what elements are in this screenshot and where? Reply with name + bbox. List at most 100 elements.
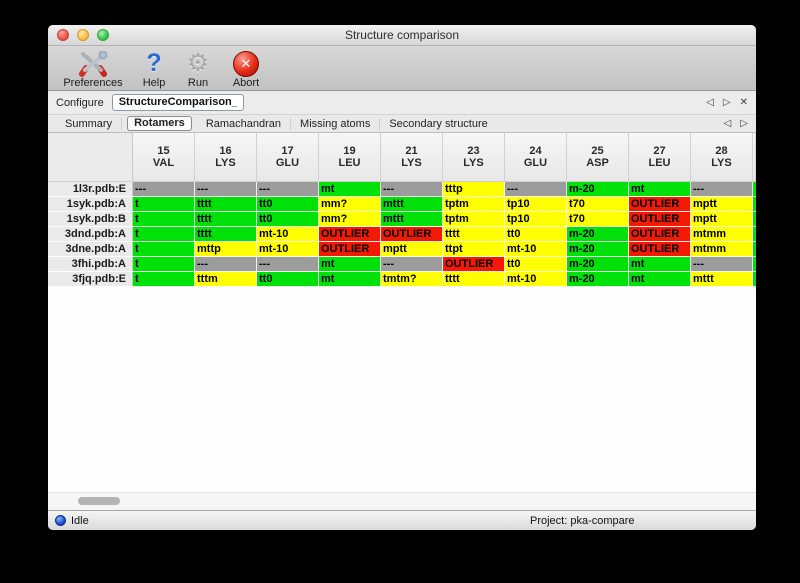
rotamer-cell[interactable]: --- [381, 257, 443, 272]
rotamer-cell[interactable]: t [133, 257, 195, 272]
zoom-window-button[interactable] [97, 29, 109, 41]
rotamer-cell[interactable]: t70 [567, 212, 629, 227]
rotamer-cell[interactable]: tttp [443, 182, 505, 197]
rotamer-cell[interactable]: mt [319, 257, 381, 272]
rotamer-cell[interactable]: mttp [195, 242, 257, 257]
preferences-button[interactable]: Preferences [54, 48, 132, 89]
rotamer-cell[interactable]: tttt [443, 227, 505, 242]
rotamer-cell[interactable]: t [133, 197, 195, 212]
rotamer-cell[interactable]: tttt [443, 272, 505, 287]
column-header-15-val: 15 VAL [133, 133, 195, 181]
rotamer-cell[interactable]: tmtm? [381, 272, 443, 287]
rotamer-cell[interactable]: tt0 [257, 197, 319, 212]
rotamer-cell[interactable]: mt [629, 272, 691, 287]
minimize-window-button[interactable] [77, 29, 89, 41]
rotamer-cell[interactable]: mt [629, 182, 691, 197]
rotamer-cell-partial [753, 257, 756, 272]
rotamer-cell[interactable]: mt-10 [257, 227, 319, 242]
rotamer-cell[interactable]: tptm [443, 212, 505, 227]
rotamer-cell[interactable]: t [133, 272, 195, 287]
rotamer-cell[interactable]: OUTLIER [381, 227, 443, 242]
rotamer-cell[interactable]: tttt [195, 212, 257, 227]
rotamer-cell[interactable]: tptm [443, 197, 505, 212]
rotamer-cell[interactable]: m-20 [567, 182, 629, 197]
rotamer-cell[interactable]: OUTLIER [629, 227, 691, 242]
rotamer-cell[interactable]: --- [195, 257, 257, 272]
title-bar[interactable]: Structure comparison [48, 25, 756, 46]
rotamer-cell[interactable]: OUTLIER [629, 242, 691, 257]
tab-summary[interactable]: Summary [56, 117, 123, 130]
abort-button[interactable]: ✕ Abort [220, 48, 272, 89]
rotamer-cell[interactable]: OUTLIER [319, 227, 381, 242]
help-button[interactable]: ? Help [132, 48, 176, 90]
rotamer-cell[interactable]: mttt [381, 197, 443, 212]
rotamer-cell[interactable]: m-20 [567, 227, 629, 242]
configuration-name-input[interactable] [111, 94, 244, 111]
rotamer-cell[interactable]: ttpt [443, 242, 505, 257]
tab-missing-atoms[interactable]: Missing atoms [291, 117, 381, 130]
rotamer-cell[interactable]: mtmm [691, 242, 753, 257]
close-config-icon[interactable]: ✕ [739, 97, 748, 108]
rotamer-cell[interactable]: t [133, 242, 195, 257]
horizontal-scrollbar[interactable] [48, 492, 756, 510]
rotamer-cell[interactable]: mt [629, 257, 691, 272]
prev-tab-arrow-icon[interactable]: ◁ [723, 118, 732, 129]
rotamer-cell[interactable]: mptt [381, 242, 443, 257]
rotamer-cell[interactable]: OUTLIER [443, 257, 505, 272]
rotamer-cell-partial [753, 212, 756, 227]
rotamer-cell-partial [753, 242, 756, 257]
rotamer-cell[interactable]: --- [257, 257, 319, 272]
rotamer-cell[interactable]: --- [691, 182, 753, 197]
rotamer-cell[interactable]: t [133, 212, 195, 227]
rotamer-cell[interactable]: OUTLIER [629, 212, 691, 227]
rotamer-cell[interactable]: mt-10 [257, 242, 319, 257]
rotamer-cell[interactable]: mm? [319, 212, 381, 227]
rotamer-cell[interactable]: tt0 [505, 227, 567, 242]
tab-ramachandran[interactable]: Ramachandran [197, 117, 292, 130]
rotamer-cell[interactable]: --- [691, 257, 753, 272]
rotamer-cell[interactable]: tttt [195, 197, 257, 212]
rotamer-cell[interactable]: OUTLIER [629, 197, 691, 212]
tab-bar: Summary Rotamers Ramachandran Missing at… [48, 115, 756, 133]
rotamer-cell[interactable]: mt-10 [505, 242, 567, 257]
rotamer-cell[interactable]: tt0 [257, 272, 319, 287]
rotamer-cell[interactable]: tp10 [505, 197, 567, 212]
rotamer-cell[interactable]: tt0 [505, 257, 567, 272]
rotamer-cell[interactable]: --- [133, 182, 195, 197]
rotamer-cell[interactable]: t [133, 227, 195, 242]
rotamer-cell[interactable]: mt [319, 272, 381, 287]
rotamer-cell[interactable]: --- [505, 182, 567, 197]
horizontal-scrollbar-thumb[interactable] [78, 497, 120, 505]
rotamer-cell[interactable]: mttt [691, 272, 753, 287]
project-label: Project: pka-compare [530, 514, 635, 527]
table-row: 3dnd.pdb:A t tttt mt-10 OUTLIER OUTLIER tttt tt… [48, 227, 756, 242]
rotamer-cell[interactable]: mt-10 [505, 272, 567, 287]
close-window-button[interactable] [57, 29, 69, 41]
rotamer-cell[interactable]: m-20 [567, 257, 629, 272]
next-config-arrow-icon[interactable]: ▷ [722, 97, 731, 108]
rotamer-cell[interactable]: OUTLIER [319, 242, 381, 257]
rotamer-cell[interactable]: --- [195, 182, 257, 197]
rotamer-cell[interactable]: tt0 [257, 212, 319, 227]
rotamer-cell[interactable]: mm? [319, 197, 381, 212]
rotamer-cell[interactable]: mt [319, 182, 381, 197]
rotamer-cell[interactable]: mtmm [691, 227, 753, 242]
rotamer-cell[interactable]: m-20 [567, 242, 629, 257]
rotamer-cell[interactable]: mptt [691, 197, 753, 212]
status-indicator-icon [55, 515, 66, 526]
abort-label: Abort [232, 77, 260, 89]
rotamer-cell[interactable]: tttt [195, 227, 257, 242]
next-tab-arrow-icon[interactable]: ▷ [740, 118, 748, 129]
rotamer-cell[interactable]: --- [257, 182, 319, 197]
tab-secondary-structure[interactable]: Secondary structure [389, 117, 488, 130]
rotamer-cell[interactable]: t70 [567, 197, 629, 212]
rotamer-cell[interactable]: tttm [195, 272, 257, 287]
rotamer-cell[interactable]: m-20 [567, 272, 629, 287]
tab-rotamers[interactable]: Rotamers [127, 116, 192, 131]
rotamer-cell[interactable]: mttt [381, 212, 443, 227]
run-button[interactable]: ⚙ Run [176, 48, 220, 90]
rotamer-cell[interactable]: mptt [691, 212, 753, 227]
rotamer-cell[interactable]: --- [381, 182, 443, 197]
rotamer-cell[interactable]: tp10 [505, 212, 567, 227]
prev-config-arrow-icon[interactable]: ◁ [706, 97, 714, 108]
